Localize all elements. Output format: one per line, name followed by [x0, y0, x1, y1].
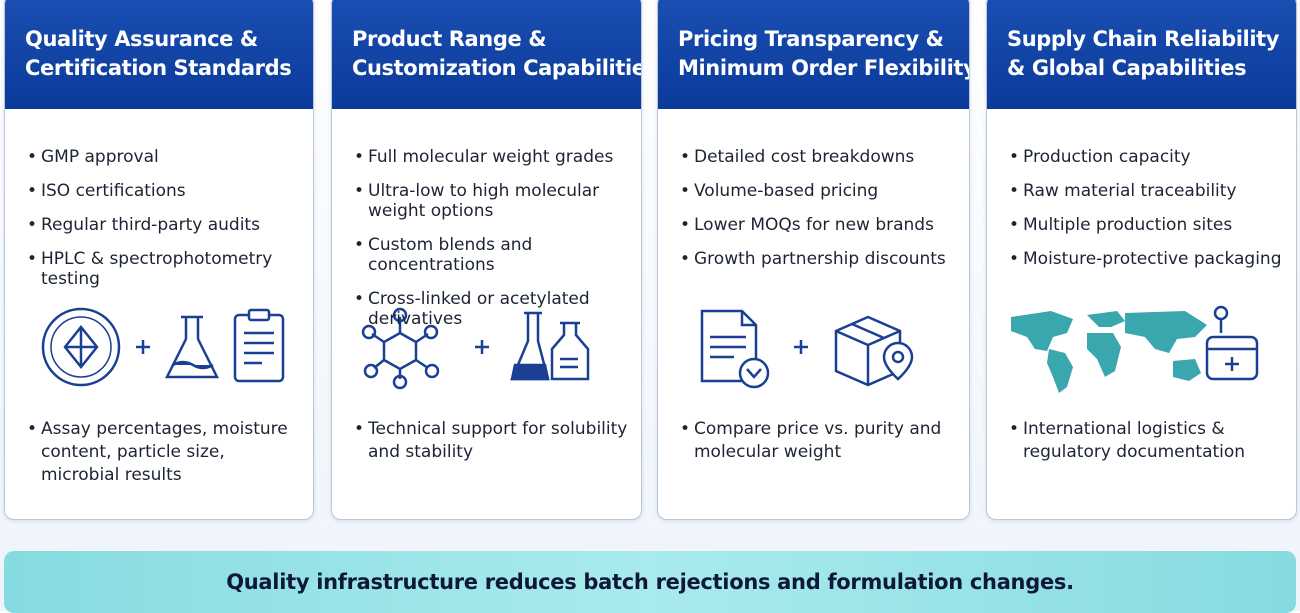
- bullet-list: GMP approval ISO certifications Regular th…: [27, 147, 305, 303]
- bullet: Compare price vs. purity and molecular w…: [680, 418, 961, 464]
- icons: [41, 307, 285, 387]
- card-title-line: Pricing Transparency &: [678, 27, 944, 51]
- bullet-list: Full molecular weight grades Ultra-low to…: [354, 147, 633, 343]
- bullet: ISO certifications: [27, 181, 305, 201]
- card: Pricing Transparency & Minimum Order Flex…: [657, 0, 970, 520]
- card: Quality Assurance & Certification Standar…: [4, 0, 314, 520]
- bullet-list: Assay percentages, moisture content, par…: [27, 418, 305, 501]
- bullet: HPLC & spectrophotometry testing: [27, 249, 305, 289]
- bullet: Production capacity: [1009, 147, 1288, 167]
- card-title-line: Quality Assurance &: [25, 27, 258, 51]
- card: Supply Chain Reliability & Global Capabil…: [986, 0, 1297, 520]
- bullet: Raw material traceability: [1009, 181, 1288, 201]
- card-title-line: Product Range &: [352, 27, 547, 51]
- bullet: International logistics & regulatory doc…: [1009, 418, 1288, 464]
- bullet: GMP approval: [27, 147, 305, 167]
- icons: [1011, 305, 1259, 393]
- card-title-line: Certification Standards: [25, 56, 292, 80]
- card-title-line: & Global Capabilities: [1007, 56, 1247, 80]
- bullet: Lower MOQs for new brands: [680, 215, 961, 235]
- card-header: Quality Assurance & Certification Standar…: [5, 0, 313, 109]
- bullet-list: Detailed cost breakdowns Volume-based pri…: [680, 147, 961, 283]
- bullet: Full molecular weight grades: [354, 147, 633, 167]
- card: Product Range & Customization Capabilitie…: [331, 0, 642, 520]
- bullet: Assay percentages, moisture content, par…: [27, 418, 305, 487]
- bullet: Custom blends and concentrations: [354, 235, 633, 275]
- bullet: Cross-linked or acetylated derivatives: [354, 289, 633, 329]
- bullet: Moisture-protective packaging: [1009, 249, 1288, 269]
- bullet-list: International logistics & regulatory doc…: [1009, 418, 1288, 478]
- bullet: Ultra-low to high molecular weight optio…: [354, 181, 633, 221]
- card-title-line: Customization Capabilities: [352, 56, 642, 80]
- banner: Quality infrastructure reduces batch rej…: [4, 551, 1296, 613]
- bullet: Regular third-party audits: [27, 215, 305, 235]
- bullet: Growth partnership discounts: [680, 249, 961, 269]
- card-title-line: Supply Chain Reliability: [1007, 27, 1280, 51]
- bullet-list: Technical support for solubility and sta…: [354, 418, 633, 478]
- bullet-list: Production capacity Raw material traceabi…: [1009, 147, 1288, 283]
- card-header: Product Range & Customization Capabilitie…: [332, 0, 641, 109]
- bullet: Detailed cost breakdowns: [680, 147, 961, 167]
- card-header: Pricing Transparency & Minimum Order Flex…: [658, 0, 969, 109]
- bullet: Technical support for solubility and sta…: [354, 418, 633, 464]
- icons: [700, 309, 914, 389]
- bullet: Volume-based pricing: [680, 181, 961, 201]
- bullet-list: Compare price vs. purity and molecular w…: [680, 418, 961, 478]
- bullet: Multiple production sites: [1009, 215, 1288, 235]
- card-title-line: Minimum Order Flexibility: [678, 56, 970, 80]
- icons: [361, 307, 590, 390]
- card-header: Supply Chain Reliability & Global Capabil…: [987, 0, 1296, 109]
